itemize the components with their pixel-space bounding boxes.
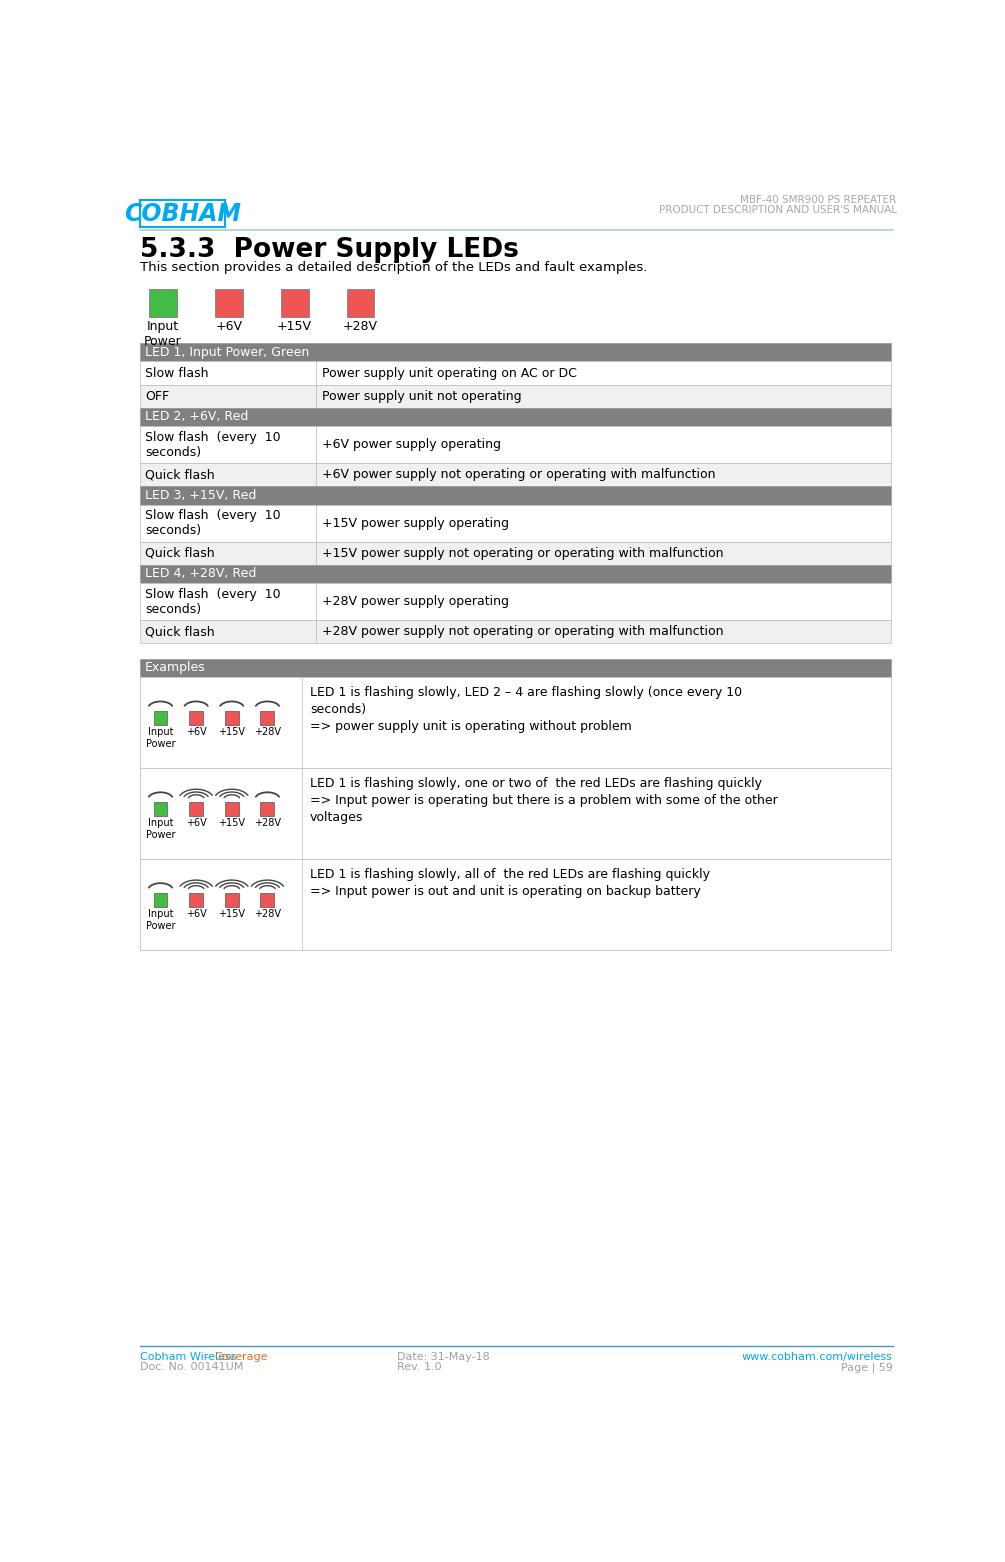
Text: Input
Power: Input Power [144, 320, 182, 348]
Text: Input
Power: Input Power [146, 909, 175, 931]
Text: +6V: +6V [186, 909, 206, 918]
Bar [260, 803, 274, 815]
Bar [317, 542, 890, 565]
Text: +28V: +28V [254, 909, 281, 918]
Text: Slow flash  (every  10
seconds): Slow flash (every 10 seconds) [145, 509, 280, 537]
Bar [140, 462, 317, 486]
Bar [317, 620, 890, 644]
Text: +28V: +28V [254, 728, 281, 737]
Text: +15V: +15V [218, 728, 245, 737]
Bar [140, 620, 317, 644]
Bar [317, 361, 890, 384]
Bar [140, 565, 890, 583]
Text: Slow flash  (every  10
seconds): Slow flash (every 10 seconds) [145, 431, 280, 459]
Bar [317, 384, 890, 408]
Text: Slow flash  (every  10
seconds): Slow flash (every 10 seconds) [145, 587, 280, 615]
Bar [317, 583, 890, 620]
Bar [225, 803, 239, 815]
Text: PRODUCT DESCRIPTION AND USER'S MANUAL: PRODUCT DESCRIPTION AND USER'S MANUAL [658, 205, 896, 216]
Text: Page | 59: Page | 59 [841, 1362, 892, 1373]
Text: LED 1 is flashing slowly, all of  the red LEDs are flashing quickly
=> Input pow: LED 1 is flashing slowly, all of the red… [311, 868, 711, 898]
Text: Input
Power: Input Power [146, 818, 175, 840]
Text: LED 2, +6V, Red: LED 2, +6V, Red [145, 411, 248, 423]
Bar [225, 711, 239, 725]
Bar [189, 711, 203, 725]
Text: This section provides a detailed description of the LEDs and fault examples.: This section provides a detailed descrip… [140, 261, 647, 275]
Bar [140, 659, 890, 678]
Bar [154, 893, 168, 908]
Bar [140, 505, 317, 542]
Text: –: – [204, 1351, 213, 1362]
Text: Coverage: Coverage [214, 1351, 267, 1362]
Text: +28V: +28V [343, 320, 378, 333]
Bar [140, 769, 303, 859]
Bar [260, 893, 274, 908]
Text: +28V: +28V [254, 818, 281, 828]
Bar [260, 711, 274, 725]
Text: Power supply unit operating on AC or DC: Power supply unit operating on AC or DC [323, 367, 577, 380]
Text: +28V power supply not operating or operating with malfunction: +28V power supply not operating or opera… [323, 625, 724, 639]
Bar [140, 408, 890, 426]
Bar [317, 426, 890, 462]
Text: Examples: Examples [145, 661, 206, 675]
Text: +28V power supply operating: +28V power supply operating [323, 595, 510, 608]
Bar [140, 859, 890, 950]
Bar [225, 893, 239, 908]
Bar [154, 803, 168, 815]
Text: LED 4, +28V, Red: LED 4, +28V, Red [145, 567, 256, 581]
Text: Rev. 1.0: Rev. 1.0 [397, 1362, 441, 1373]
Text: COBHAM: COBHAM [124, 201, 241, 225]
Bar [140, 344, 890, 361]
Text: +6V: +6V [215, 320, 242, 333]
Text: OFF: OFF [145, 389, 169, 403]
Text: Doc. No. 00141UM: Doc. No. 00141UM [140, 1362, 243, 1373]
Text: MBF-40 SMR900 PS REPEATER: MBF-40 SMR900 PS REPEATER [741, 195, 896, 205]
Text: +15V: +15V [218, 909, 245, 918]
Text: +15V power supply not operating or operating with malfunction: +15V power supply not operating or opera… [323, 547, 724, 559]
Text: Date: 31-May-18: Date: 31-May-18 [397, 1351, 489, 1362]
Bar [140, 361, 317, 384]
Bar [215, 289, 242, 317]
Bar [140, 769, 890, 859]
Text: Quick flash: Quick flash [145, 547, 215, 559]
Text: +15V: +15V [277, 320, 313, 333]
Text: Cobham Wireless: Cobham Wireless [140, 1351, 239, 1362]
Text: LED 1, Input Power, Green: LED 1, Input Power, Green [145, 345, 310, 359]
Bar [149, 289, 177, 317]
Bar [140, 200, 225, 228]
Text: Power supply unit not operating: Power supply unit not operating [323, 389, 523, 403]
Text: +15V power supply operating: +15V power supply operating [323, 517, 510, 530]
Bar [140, 583, 317, 620]
Text: Slow flash: Slow flash [145, 367, 208, 380]
Bar [189, 803, 203, 815]
Bar [140, 678, 303, 769]
Text: LED 1 is flashing slowly, one or two of  the red LEDs are flashing quickly
=> In: LED 1 is flashing slowly, one or two of … [311, 778, 778, 825]
Bar [317, 505, 890, 542]
Bar [140, 542, 317, 565]
Text: Quick flash: Quick flash [145, 625, 215, 639]
Text: +6V: +6V [186, 728, 206, 737]
Text: Input
Power: Input Power [146, 728, 175, 750]
Bar [280, 289, 309, 317]
Text: LED 1 is flashing slowly, LED 2 – 4 are flashing slowly (once every 10
seconds)
: LED 1 is flashing slowly, LED 2 – 4 are … [311, 686, 743, 734]
Bar [140, 384, 317, 408]
Bar [317, 462, 890, 486]
Bar [140, 859, 303, 950]
Bar [154, 711, 168, 725]
Bar [189, 893, 203, 908]
Text: www.cobham.com/wireless: www.cobham.com/wireless [742, 1351, 892, 1362]
Text: +15V: +15V [218, 818, 245, 828]
Bar [140, 678, 890, 769]
Text: +6V power supply operating: +6V power supply operating [323, 437, 501, 451]
Bar [140, 426, 317, 462]
Bar [347, 289, 375, 317]
Text: Quick flash: Quick flash [145, 469, 215, 481]
Text: LED 3, +15V, Red: LED 3, +15V, Red [145, 489, 256, 501]
Text: +6V: +6V [186, 818, 206, 828]
Text: 5.3.3  Power Supply LEDs: 5.3.3 Power Supply LEDs [140, 237, 519, 262]
Text: +6V power supply not operating or operating with malfunction: +6V power supply not operating or operat… [323, 469, 716, 481]
Bar [140, 486, 890, 505]
